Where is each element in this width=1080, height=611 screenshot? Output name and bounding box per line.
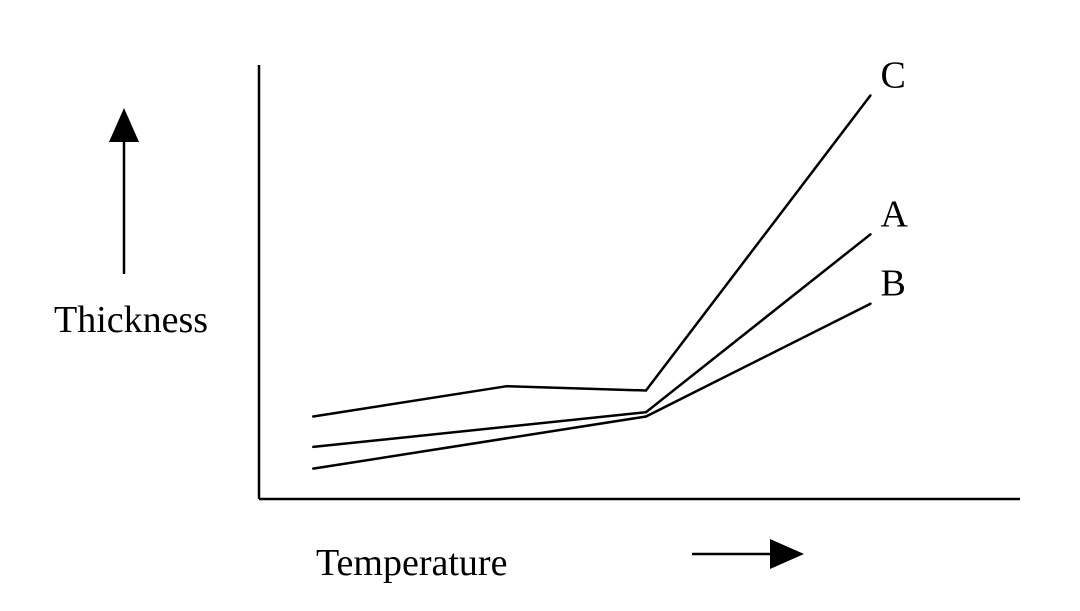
series-label-a: A bbox=[881, 193, 909, 235]
series-line-c bbox=[313, 94, 872, 418]
x-arrow-head bbox=[770, 539, 804, 569]
series-b-point-1 bbox=[644, 415, 648, 418]
series-c-point-1 bbox=[505, 385, 508, 388]
series-c-point-2 bbox=[644, 389, 648, 392]
series-label-c: C bbox=[881, 54, 906, 96]
series-a-point-1 bbox=[644, 411, 648, 414]
chart-axes bbox=[257, 65, 1020, 501]
y-axis-arrow bbox=[109, 108, 139, 274]
series-line-a bbox=[313, 233, 872, 449]
series-c-point-0 bbox=[312, 415, 315, 418]
series-label-b: B bbox=[881, 263, 906, 305]
series-a-point-0 bbox=[312, 445, 315, 449]
series-layer bbox=[312, 94, 872, 470]
series-c-point-3 bbox=[869, 94, 872, 97]
x-axis-arrow bbox=[692, 539, 804, 569]
series-b-point-2 bbox=[869, 302, 872, 305]
series-a-point-2 bbox=[869, 233, 872, 236]
series-line-b bbox=[313, 302, 872, 470]
y-axis-label: Thickness bbox=[54, 299, 208, 341]
series-labels: AB C bbox=[881, 54, 909, 304]
y-arrow-head bbox=[109, 108, 139, 142]
x-axis-label: Temperature bbox=[316, 542, 507, 584]
series-b-point-0 bbox=[312, 467, 315, 470]
